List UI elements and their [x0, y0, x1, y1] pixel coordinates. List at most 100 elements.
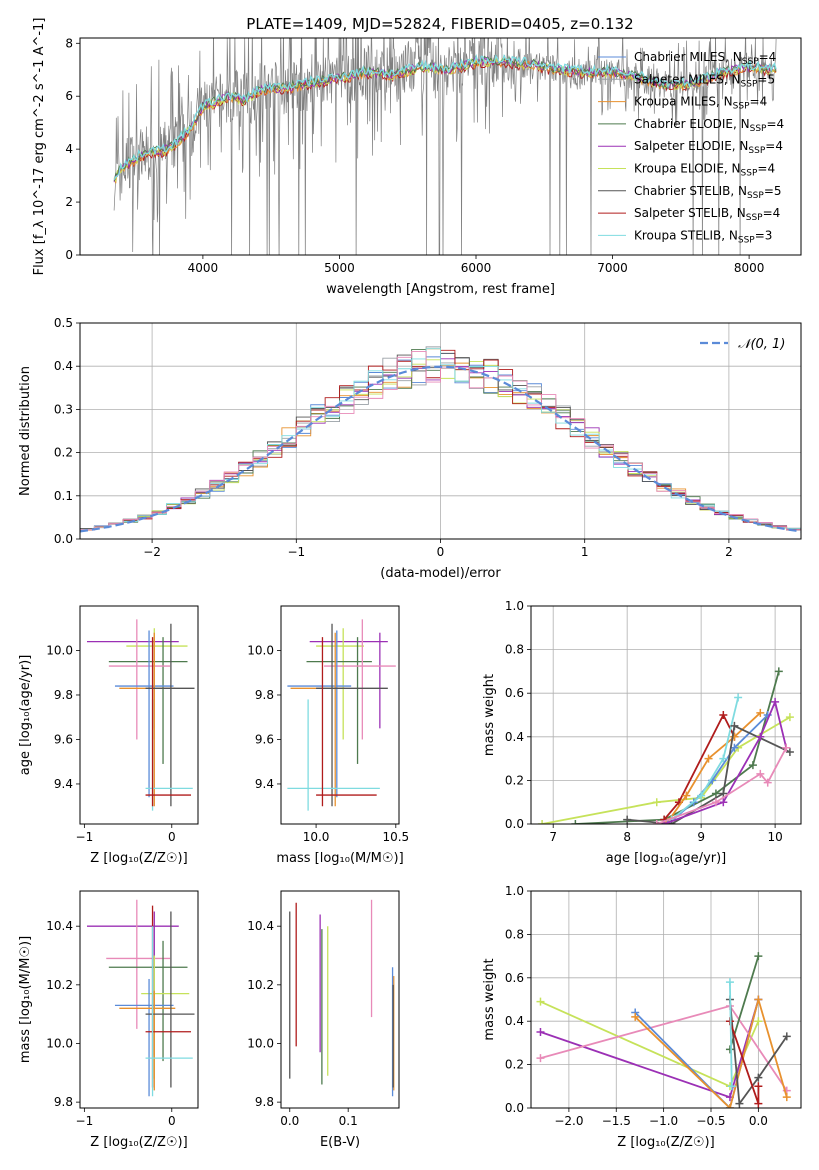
y-tick-label: 0.2 — [54, 446, 73, 460]
x-axis-label: (data-model)/error — [380, 566, 501, 581]
series-marker — [719, 711, 728, 719]
y-tick-label: 0.3 — [54, 402, 73, 416]
series-marker — [631, 1012, 640, 1021]
series-marker — [763, 778, 772, 787]
series-marker — [652, 798, 661, 807]
legend-label-text: Chabrier MILES, N — [634, 50, 742, 64]
y-axis-label: Normed distribution — [18, 366, 33, 496]
y-tick-label: 9.6 — [255, 732, 274, 746]
y-tick-label: 10.0 — [247, 643, 274, 657]
legend-label: Chabrier STELIB, NSSP=5 — [634, 184, 782, 201]
series-marker — [663, 820, 672, 824]
legend-label-tail: =4 — [763, 206, 781, 220]
series-marker — [711, 789, 720, 798]
series-marker — [782, 743, 791, 752]
series-marker — [711, 798, 720, 807]
data-point — [145, 623, 195, 807]
x-tick-label: 0 — [168, 1114, 176, 1128]
y-tick-label: 8 — [65, 36, 73, 50]
plot-frame — [79, 322, 802, 540]
x-tick-label: 1 — [581, 545, 589, 559]
series-marker — [756, 769, 765, 778]
legend-label-sub: SSP — [748, 146, 765, 156]
legend-label-tail: =5 — [764, 184, 782, 198]
x-tick-label: 0.0 — [280, 1114, 299, 1128]
series-marker — [719, 789, 728, 798]
legend-label-tail: =4 — [750, 95, 768, 109]
y-tick-label: 0.1 — [54, 489, 73, 503]
legend-entry: Chabrier MILES, NSSP=4 — [598, 50, 776, 67]
data-point — [316, 628, 364, 740]
series-marker — [536, 997, 545, 1006]
series-line-salpeter_stelib — [663, 713, 736, 821]
legend-label-tail: =5 — [757, 72, 775, 86]
mass-vs-metallicity-panel: −1 0 9.8 10.0 10.2 10.4 Z [log₁₀(Z/Z☉)] mass [l… — [18, 890, 199, 1150]
legend-label-sub: SSP — [733, 102, 750, 112]
x-tick-label: 8000 — [734, 261, 765, 275]
x-axis-label: Z [log₁₀(Z/Z☉)] — [617, 1135, 714, 1150]
legend-label: Chabrier ELODIE, NSSP=4 — [634, 117, 784, 134]
mass-weight-vs-age-panel: 7 8 9 10 0.0 0.2 0.4 0.6 0.8 1.0 age [log₁₀(age/yr… — [482, 599, 802, 866]
data-point — [119, 990, 176, 1091]
legend-label: Kroupa ELODIE, NSSP=4 — [634, 162, 775, 179]
age-vs-metallicity-panel: −1 0 9.4 9.6 9.8 10.0 Z [log₁₀(Z/Z☉)] age [log₁… — [18, 605, 199, 866]
series-marker — [682, 791, 691, 800]
x-tick-label: 10.0 — [303, 830, 330, 844]
series-marker — [756, 708, 765, 717]
x-tick-label: 10 — [767, 830, 782, 844]
series-marker — [571, 820, 580, 824]
y-tick-label: 9.8 — [255, 1095, 274, 1109]
series-marker — [697, 791, 706, 800]
x-axis-label: Z [log₁₀(Z/Z☉)] — [90, 1135, 187, 1150]
series-marker — [725, 1104, 734, 1108]
series-marker — [754, 1073, 763, 1082]
x-axis-label: wavelength [Angstrom, rest frame] — [326, 282, 555, 297]
plot-frame — [530, 890, 802, 1109]
series-marker — [754, 1017, 763, 1026]
plot-frame — [280, 605, 400, 825]
data-point — [86, 911, 179, 1056]
legend-label-sub: SSP — [741, 79, 758, 89]
gaussian-curve — [80, 365, 801, 533]
plot-frame — [280, 890, 400, 1109]
x-tick-label: 6000 — [461, 261, 492, 275]
y-tick-label: 10.0 — [46, 643, 73, 657]
series-marker — [719, 798, 728, 807]
series-marker — [782, 1032, 791, 1041]
x-tick-label: −1.5 — [602, 1114, 631, 1128]
series-marker — [754, 995, 763, 1004]
legend-label-text: Kroupa ELODIE, N — [634, 162, 741, 176]
data-point — [108, 940, 188, 1062]
x-tick-label: 0 — [437, 545, 445, 559]
legend-label: Chabrier MILES, NSSP=4 — [634, 50, 776, 67]
y-tick-label: 10.0 — [46, 1036, 73, 1050]
x-tick-label: 0 — [168, 830, 176, 844]
data-point — [145, 926, 193, 1097]
legend-label-text: Kroupa STELIB, N — [634, 228, 738, 242]
y-tick-label: 0.4 — [505, 1014, 524, 1028]
series-marker — [785, 748, 794, 757]
data-point — [141, 955, 190, 1079]
y-axis-label: mass weight — [482, 674, 497, 756]
series-marker — [754, 952, 763, 961]
y-tick-label: 9.8 — [54, 688, 73, 702]
data-point — [324, 619, 396, 740]
series-marker — [538, 820, 547, 824]
series-line-kroupa_stelib — [670, 697, 739, 821]
mass-weight-vs-metallicity-panel: −2.0 −1.5 −1.0 −0.5 0.0 0.0 0.2 0.4 0.6 0.8 1.0 Z [… — [482, 884, 802, 1150]
legend-label: Salpeter ELODIE, NSSP=4 — [634, 139, 783, 156]
y-tick-label: 9.6 — [54, 732, 73, 746]
series-marker — [719, 754, 728, 763]
legend-label-sub: SSP — [742, 57, 759, 67]
series-lines — [538, 667, 794, 824]
x-tick-label: 7 — [549, 830, 557, 844]
y-tick-label: 0.8 — [505, 927, 524, 941]
y-axis-label: age [log₁₀(age/yr)] — [18, 655, 33, 776]
legend-entry: Kroupa ELODIE, NSSP=4 — [598, 162, 775, 179]
x-tick-label: 4000 — [188, 261, 219, 275]
residuals-panel: −2 −1 0 1 2 0.0 0.1 0.2 0.3 0.4 0.5 (data-model)/er… — [18, 316, 802, 581]
x-axis-label: E(B-V) — [320, 1135, 360, 1150]
age-vs-mass-panel: 10.0 10.5 9.4 9.6 9.8 10.0 mass [log₁₀(M/M☉)] — [247, 605, 409, 866]
y-tick-label: 0.5 — [54, 316, 73, 330]
legend-label-tail: =4 — [765, 139, 783, 153]
